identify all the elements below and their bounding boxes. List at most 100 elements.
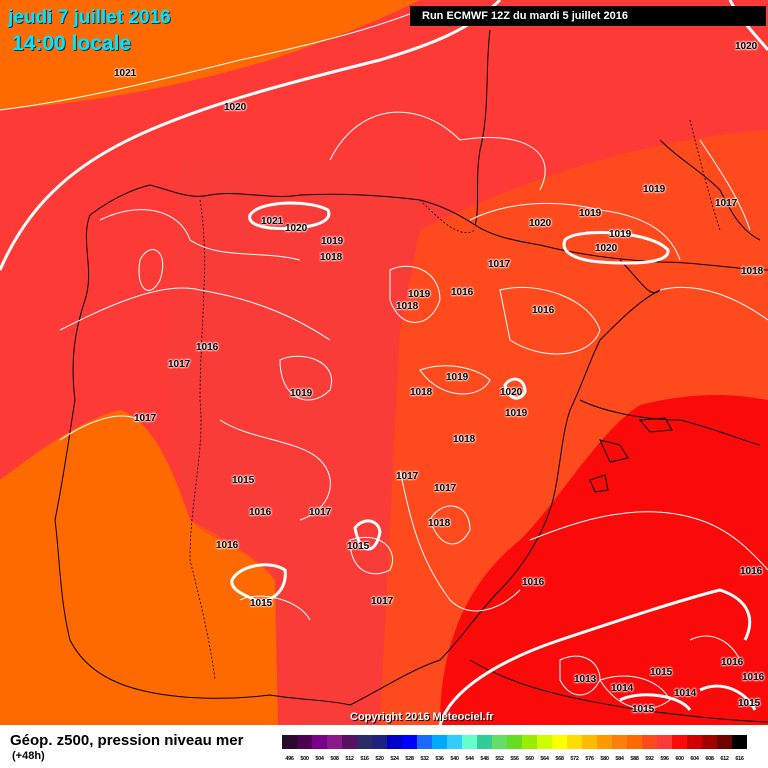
scale-swatch [582,735,597,749]
pressure-label: 1013 [574,674,597,685]
pressure-label: 1017 [488,259,511,270]
legend-subtitle: (+48h) [12,750,45,762]
scale-swatch [642,735,657,749]
scale-label: 604 [690,756,699,762]
pressure-label: 1018 [396,301,419,312]
pressure-label: 1020 [500,387,523,398]
scale-swatch [387,735,402,749]
scale-label: 596 [660,756,669,762]
pressure-label: 1015 [347,541,370,552]
red-zone-center [168,160,420,725]
scale-label: 520 [375,756,384,762]
pressure-label: 1014 [611,683,634,694]
color-scale [282,735,747,749]
forecast-time: 14:00 locale [12,32,132,55]
scale-label: 496 [285,756,294,762]
scale-swatch [627,735,642,749]
scale-label: 528 [405,756,414,762]
pressure-label: 1018 [320,252,343,263]
scale-label: 572 [570,756,579,762]
scale-label: 556 [510,756,519,762]
scale-label: 500 [300,756,309,762]
scale-swatch [477,735,492,749]
isobars-thin [0,9,768,710]
scale-swatch [492,735,507,749]
pressure-label: 1018 [410,387,433,398]
scale-label: 508 [330,756,339,762]
scale-label: 584 [615,756,624,762]
pressure-label: 1019 [321,236,344,247]
scale-label: 536 [435,756,444,762]
pressure-label: 1017 [396,471,419,482]
pressure-label: 1015 [650,667,673,678]
pressure-label: 1019 [290,388,313,399]
scale-label: 516 [360,756,369,762]
pressure-label: 1016 [740,566,763,577]
pressure-label: 1017 [715,198,738,209]
pressure-label: 1016 [216,540,239,551]
pressure-label: 1017 [134,413,157,424]
scale-swatch [297,735,312,749]
color-scale-labels: 496 500 504 508 512 516 520 524 528 532 536 540 544 5… [282,756,747,762]
pressure-label: 1020 [285,223,308,234]
scale-label: 548 [480,756,489,762]
map-canvas [0,0,768,725]
scale-swatch [522,735,537,749]
scale-label: 524 [390,756,399,762]
pressure-label: 1018 [741,266,764,277]
pressure-label: 1018 [453,434,476,445]
pressure-label: 1020 [224,102,247,113]
pressure-label: 1020 [735,41,758,52]
scale-swatch [357,735,372,749]
pressure-label: 1015 [738,698,761,709]
pressure-label: 1016 [249,507,272,518]
pressure-label: 1016 [522,577,545,588]
scale-swatch [657,735,672,749]
scale-label: 576 [585,756,594,762]
pressure-label: 1015 [232,475,255,486]
scale-label: 532 [420,756,429,762]
pressure-label: 1019 [408,289,431,300]
isobars-thick [0,0,768,725]
scale-swatch [402,735,417,749]
scale-swatch [327,735,342,749]
bright-red-zone-southeast [440,395,768,725]
pressure-label: 1015 [250,598,273,609]
scale-swatch [417,735,432,749]
legend-title: Géop. z500, pression niveau mer [10,732,244,749]
scale-swatch [612,735,627,749]
scale-swatch [432,735,447,749]
scale-label: 568 [555,756,564,762]
scale-swatch [447,735,462,749]
scale-swatch [597,735,612,749]
pressure-label: 1020 [529,218,552,229]
pressure-label: 1019 [643,184,666,195]
scale-swatch [282,735,297,749]
scale-label: 608 [705,756,714,762]
pressure-label: 1016 [532,305,555,316]
scale-swatch [672,735,687,749]
run-info: Run ECMWF 12Z du mardi 5 juillet 2016 [410,6,766,26]
pressure-label: 1017 [168,359,191,370]
scale-swatch [567,735,582,749]
pressure-label: 1015 [632,704,655,715]
scale-label: 544 [465,756,474,762]
pressure-label: 1019 [609,229,632,240]
scale-label: 564 [540,756,549,762]
borders [189,119,721,681]
orange-zone-northwest [0,0,420,110]
scale-swatch [687,735,702,749]
pressure-label: 1016 [721,657,744,668]
weather-map: jeudi 7 juillet 2016 14:00 locale Run EC… [0,0,768,725]
scale-label: 512 [345,756,354,762]
pressure-label: 1016 [742,672,765,683]
scale-swatch [312,735,327,749]
legend-footer: Géop. z500, pression niveau mer (+48h) 4… [0,725,768,768]
pressure-label: 1016 [451,287,474,298]
pressure-label: 1017 [434,483,457,494]
scale-label: 616 [735,756,744,762]
orange-zone-west [0,410,278,725]
scale-swatch [732,735,747,749]
forecast-date: jeudi 7 juillet 2016 [8,7,171,28]
pressure-label: 1021 [114,68,137,79]
